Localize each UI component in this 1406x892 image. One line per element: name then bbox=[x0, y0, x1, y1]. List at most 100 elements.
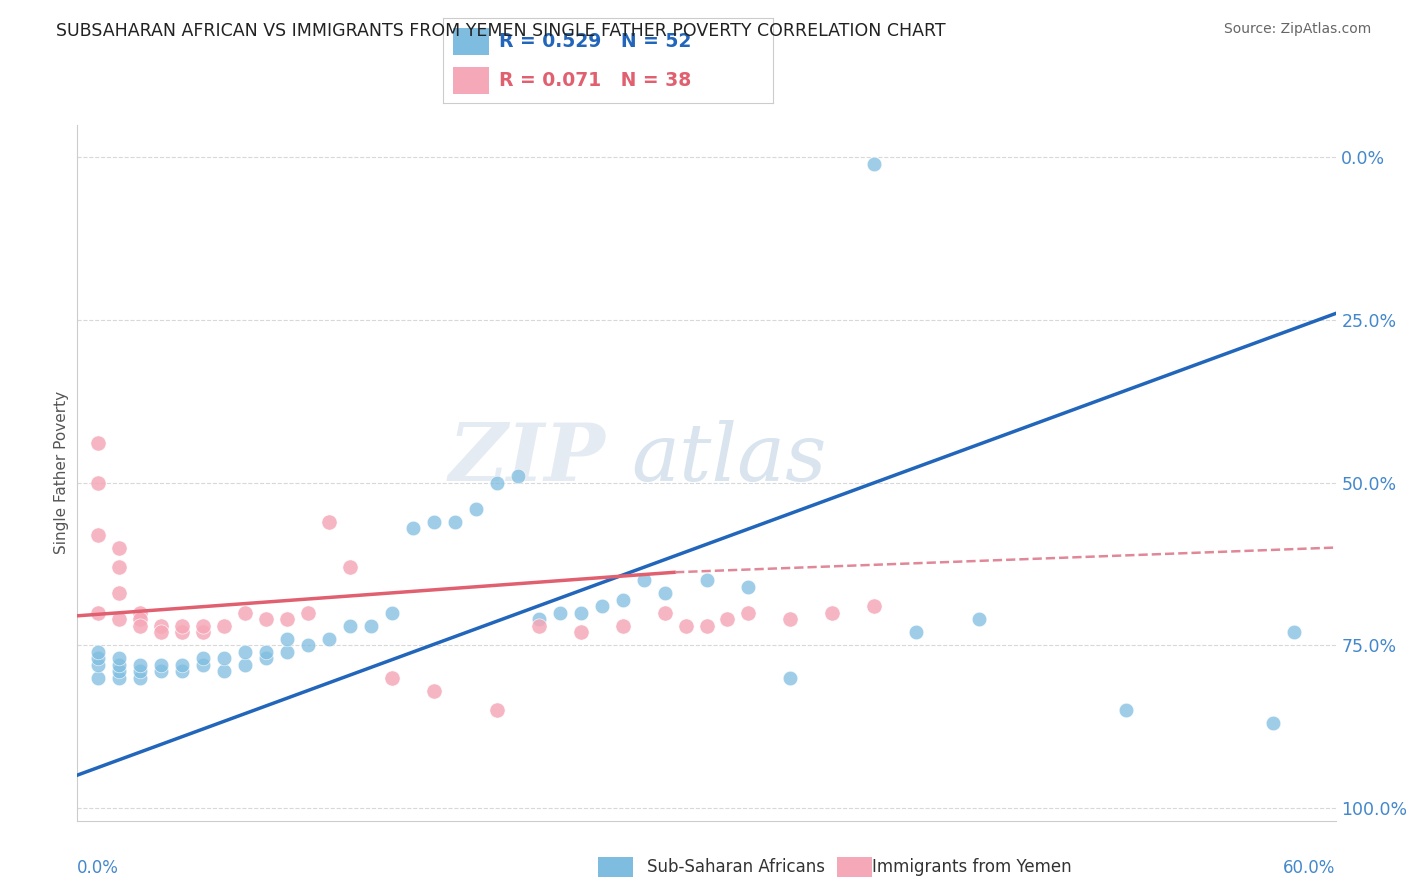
Point bbox=[87, 436, 110, 450]
Point bbox=[150, 618, 173, 632]
Point bbox=[108, 664, 131, 678]
Point bbox=[87, 651, 110, 665]
Point bbox=[150, 657, 173, 672]
Point bbox=[633, 573, 655, 587]
Point bbox=[402, 521, 425, 535]
Point bbox=[87, 657, 110, 672]
Point bbox=[821, 606, 844, 620]
Point bbox=[423, 515, 446, 529]
Point bbox=[297, 638, 319, 652]
FancyBboxPatch shape bbox=[453, 28, 489, 55]
Point bbox=[108, 612, 131, 626]
Point bbox=[276, 612, 298, 626]
Point bbox=[1282, 625, 1305, 640]
Text: ZIP: ZIP bbox=[449, 420, 606, 498]
Point bbox=[654, 586, 676, 600]
Point bbox=[172, 625, 194, 640]
Point bbox=[548, 606, 571, 620]
Point bbox=[212, 618, 235, 632]
Point bbox=[485, 475, 508, 490]
Text: R = 0.529   N = 52: R = 0.529 N = 52 bbox=[499, 32, 692, 51]
Point bbox=[129, 606, 152, 620]
Point bbox=[212, 651, 235, 665]
Point bbox=[905, 625, 928, 640]
Point bbox=[254, 644, 277, 658]
Point bbox=[108, 541, 131, 555]
Point bbox=[381, 606, 404, 620]
Point bbox=[87, 606, 110, 620]
Point bbox=[150, 625, 173, 640]
Point bbox=[233, 606, 256, 620]
Point bbox=[172, 657, 194, 672]
Point bbox=[381, 671, 404, 685]
Point bbox=[172, 664, 194, 678]
Point bbox=[569, 606, 592, 620]
Point bbox=[108, 657, 131, 672]
FancyBboxPatch shape bbox=[453, 67, 489, 95]
Point bbox=[737, 580, 759, 594]
Point bbox=[591, 599, 613, 613]
Point bbox=[654, 606, 676, 620]
Point bbox=[87, 527, 110, 541]
Point bbox=[569, 625, 592, 640]
Point bbox=[150, 664, 173, 678]
Point bbox=[612, 592, 634, 607]
Point bbox=[108, 671, 131, 685]
Point bbox=[108, 586, 131, 600]
Text: 60.0%: 60.0% bbox=[1284, 859, 1336, 877]
Point bbox=[87, 671, 110, 685]
Point bbox=[485, 703, 508, 717]
Point bbox=[129, 612, 152, 626]
Point bbox=[172, 618, 194, 632]
Point bbox=[212, 664, 235, 678]
Point bbox=[108, 560, 131, 574]
Point bbox=[191, 657, 215, 672]
Point bbox=[254, 612, 277, 626]
Point bbox=[339, 560, 361, 574]
Text: Sub-Saharan Africans: Sub-Saharan Africans bbox=[647, 858, 825, 876]
Point bbox=[297, 606, 319, 620]
Point bbox=[779, 612, 801, 626]
Text: Source: ZipAtlas.com: Source: ZipAtlas.com bbox=[1223, 22, 1371, 37]
Point bbox=[612, 618, 634, 632]
Point bbox=[233, 657, 256, 672]
Point bbox=[254, 651, 277, 665]
Point bbox=[967, 612, 990, 626]
Text: atlas: atlas bbox=[631, 420, 827, 498]
Point bbox=[423, 683, 446, 698]
Point bbox=[360, 618, 382, 632]
Text: SUBSAHARAN AFRICAN VS IMMIGRANTS FROM YEMEN SINGLE FATHER POVERTY CORRELATION CH: SUBSAHARAN AFRICAN VS IMMIGRANTS FROM YE… bbox=[56, 22, 946, 40]
Point bbox=[779, 671, 801, 685]
Point bbox=[191, 625, 215, 640]
Point bbox=[1261, 716, 1284, 731]
Point bbox=[276, 632, 298, 646]
Point bbox=[696, 618, 718, 632]
Point bbox=[527, 618, 550, 632]
Text: 0.0%: 0.0% bbox=[77, 859, 120, 877]
Y-axis label: Single Father Poverty: Single Father Poverty bbox=[53, 392, 69, 554]
Point bbox=[191, 618, 215, 632]
Point bbox=[506, 469, 529, 483]
Point bbox=[129, 657, 152, 672]
Point bbox=[129, 664, 152, 678]
Point bbox=[675, 618, 697, 632]
Point bbox=[129, 618, 152, 632]
Point bbox=[863, 599, 886, 613]
Point bbox=[1115, 703, 1137, 717]
Point bbox=[716, 612, 738, 626]
Point bbox=[276, 644, 298, 658]
Point bbox=[191, 651, 215, 665]
Point bbox=[737, 606, 759, 620]
Point bbox=[696, 573, 718, 587]
Point bbox=[318, 515, 340, 529]
Point bbox=[863, 157, 886, 171]
Point bbox=[318, 632, 340, 646]
Point bbox=[444, 515, 467, 529]
Point bbox=[87, 644, 110, 658]
Point bbox=[233, 644, 256, 658]
Text: Immigrants from Yemen: Immigrants from Yemen bbox=[872, 858, 1071, 876]
Point bbox=[87, 475, 110, 490]
Point bbox=[129, 671, 152, 685]
Point bbox=[108, 651, 131, 665]
Point bbox=[464, 501, 486, 516]
